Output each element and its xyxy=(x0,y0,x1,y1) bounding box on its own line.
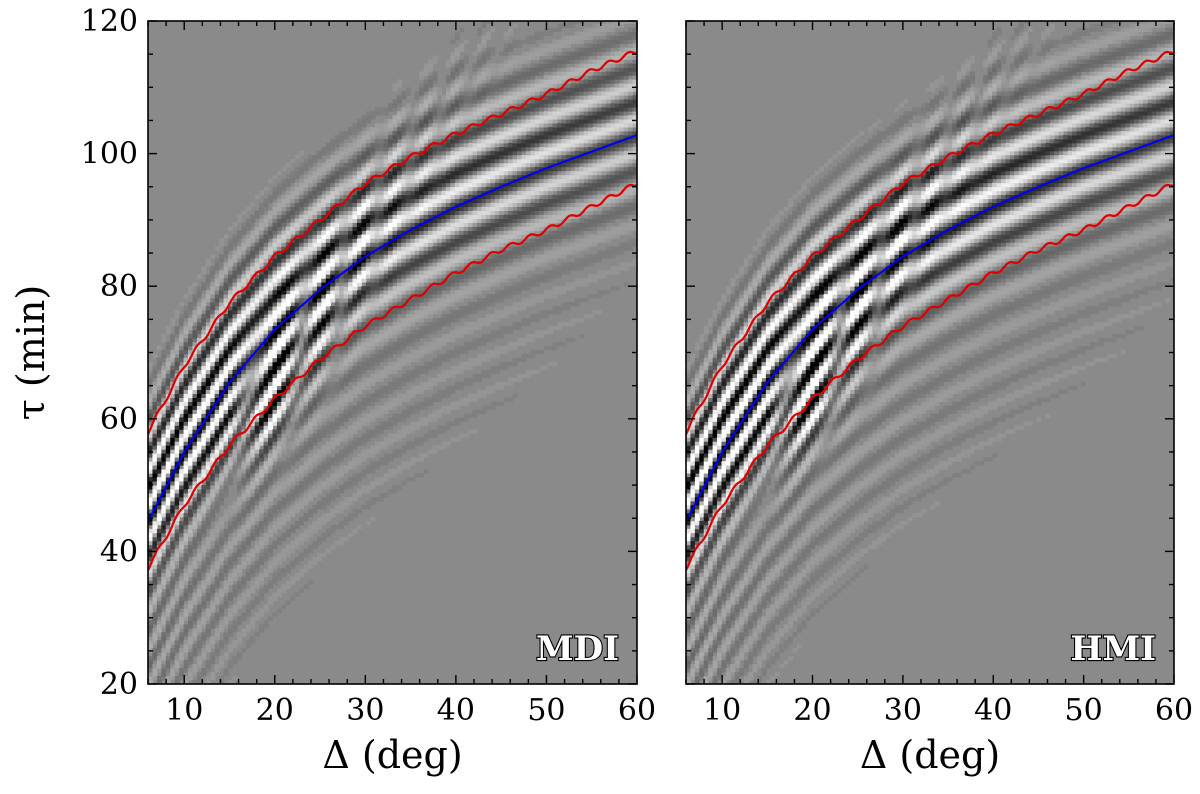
x-tick-label: 50 xyxy=(1065,693,1103,728)
curve-center xyxy=(686,134,1174,523)
y-tick-label: 120 xyxy=(81,4,138,39)
x-tick-label: 60 xyxy=(618,693,656,728)
y-axis-label: τ (min) xyxy=(9,285,53,420)
x-tick-label: 40 xyxy=(437,693,475,728)
y-tick-label: 100 xyxy=(81,137,138,172)
panel-label: HMI xyxy=(1070,629,1156,669)
x-tick-label: 30 xyxy=(346,693,384,728)
x-axis-label: Δ (deg) xyxy=(322,733,462,777)
x-tick-label: 40 xyxy=(974,693,1012,728)
heatmap-image xyxy=(686,21,1174,684)
x-tick-label: 60 xyxy=(1155,693,1193,728)
x-tick-label: 10 xyxy=(165,693,203,728)
y-tick-label: 60 xyxy=(100,402,138,437)
curve-upper-bound xyxy=(148,50,637,435)
x-tick-label: 20 xyxy=(793,693,831,728)
y-tick-label: 40 xyxy=(100,534,138,569)
x-tick-label: 10 xyxy=(703,693,741,728)
heatmap-image xyxy=(148,21,637,684)
curve-lower-bound xyxy=(686,183,1174,571)
y-tick-label: 20 xyxy=(100,667,138,702)
panel-hmi: 10 20 30 40 50 60 Δ (deg) HMI xyxy=(685,20,1193,777)
curve-upper-bound xyxy=(686,50,1174,435)
curve-lower-bound xyxy=(148,183,637,571)
panel-mdi: 10 20 30 40 50 60 20 40 60 80 100 120 τ (min) Δ (deg)… xyxy=(9,4,656,777)
x-tick-label: 50 xyxy=(527,693,565,728)
x-axis-label: Δ (deg) xyxy=(860,733,1000,777)
y-tick-label: 80 xyxy=(100,269,138,304)
x-tick-label: 30 xyxy=(884,693,922,728)
curve-center xyxy=(148,134,637,523)
panel-label: MDI xyxy=(536,629,619,669)
x-tick-label: 20 xyxy=(256,693,294,728)
